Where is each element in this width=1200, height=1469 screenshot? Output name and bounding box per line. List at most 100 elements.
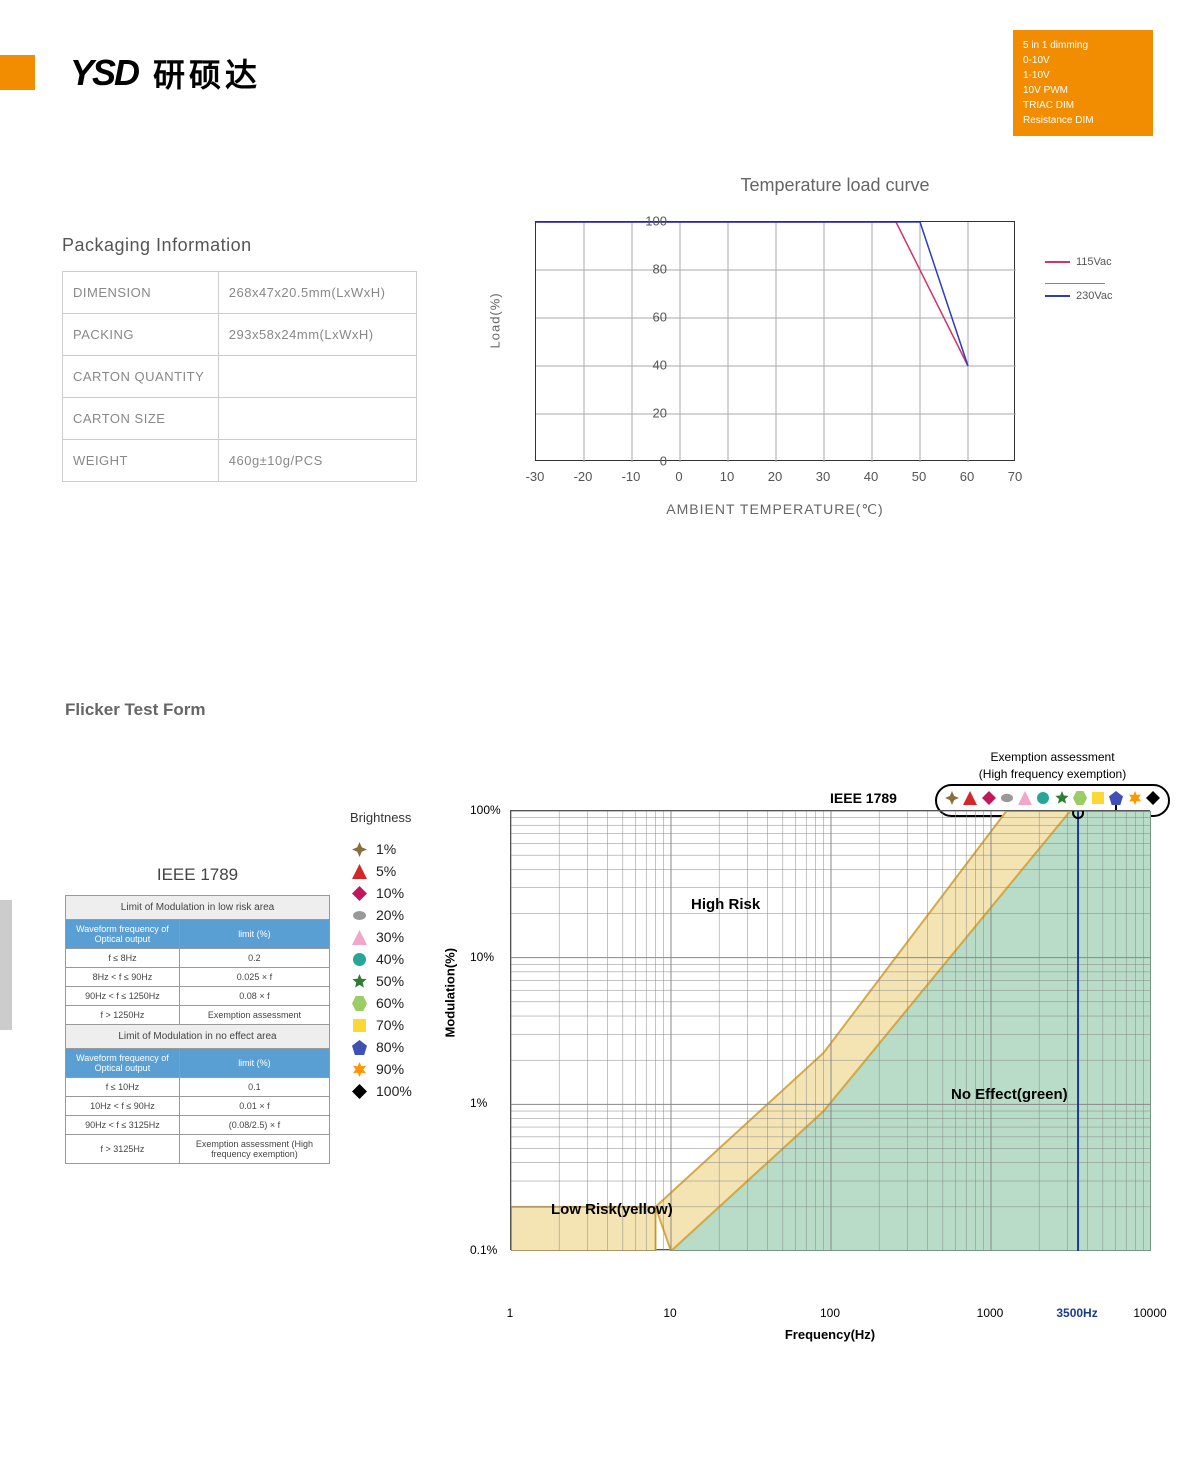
packaging-section: Packaging Information DIMENSION268x47x20… (62, 235, 417, 482)
flicker-xtick: 1 (507, 1306, 514, 1320)
brightness-marker-icon (350, 972, 368, 990)
brightness-title: Brightness (350, 810, 445, 825)
brightness-marker-icon (350, 862, 368, 880)
temp-grid (535, 221, 1015, 461)
ieee-table-section: IEEE 1789 Limit of Modulation in low ris… (65, 865, 330, 1164)
exemption-marker-icon (1128, 791, 1142, 810)
ieee-cell: 0.08 × f (179, 987, 329, 1006)
exemption-marker-icon (1055, 791, 1069, 810)
pkg-label: WEIGHT (63, 440, 219, 482)
flicker-ytick: 100% (470, 803, 501, 817)
brightness-item: 30% (350, 928, 445, 946)
pkg-value: 460g±10g/PCS (218, 440, 416, 482)
brightness-marker-icon (350, 928, 368, 946)
table-row: CARTON SIZE (63, 398, 417, 440)
brightness-pct: 5% (376, 863, 396, 879)
brightness-item: 5% (350, 862, 445, 880)
flicker-xlabel: Frequency(Hz) (510, 1327, 1150, 1342)
flicker-title: Flicker Test Form (65, 700, 205, 720)
brightness-pct: 20% (376, 907, 404, 923)
brightness-item: 1% (350, 840, 445, 858)
ieee-cell: 0.1 (179, 1078, 329, 1097)
pkg-value (218, 356, 416, 398)
flicker-ytick: 10% (470, 950, 494, 964)
ieee-cell: f ≤ 8Hz (66, 949, 180, 968)
ieee-cell: 8Hz < f ≤ 90Hz (66, 968, 180, 987)
brightness-item: 50% (350, 972, 445, 990)
temp-ytick: 40 (653, 358, 667, 373)
flicker-xtick: 10000 (1133, 1306, 1166, 1320)
temp-ytick: 100 (645, 214, 667, 229)
exemption-marker-icon (982, 791, 996, 810)
ieee-cell: f > 1250Hz (66, 1006, 180, 1025)
logo: YSD 研硕达 (70, 50, 261, 96)
ieee-cell: 0.2 (179, 949, 329, 968)
ieee-col-header: limit (%) (179, 920, 329, 949)
brightness-marker-icon (350, 950, 368, 968)
brightness-marker-icon (350, 994, 368, 1012)
flicker-chart: IEEE 1789 Exemption assessment (High fre… (460, 810, 1155, 1300)
flicker-plot: High Risk Low Risk(yellow) No Effect(gre… (510, 810, 1150, 1250)
flicker-marker-label: 3500Hz (1056, 1306, 1097, 1320)
flicker-ytick: 1% (470, 1096, 487, 1110)
pkg-value (218, 398, 416, 440)
exemption-sub: (High frequency exemption) (935, 767, 1170, 781)
brightness-item: 20% (350, 906, 445, 924)
exemption-bubble: Exemption assessment (High frequency exe… (935, 750, 1170, 817)
brightness-item: 10% (350, 884, 445, 902)
ieee-section-header: Limit of Modulation in no effect area (66, 1025, 330, 1049)
temp-xtick: 30 (816, 469, 830, 484)
no-effect-label: No Effect(green) (951, 1086, 1068, 1103)
brightness-pct: 70% (376, 1017, 404, 1033)
packaging-title: Packaging Information (62, 235, 417, 256)
feature-line: 10V PWM (1023, 83, 1143, 98)
feature-line: Resistance DIM (1023, 113, 1143, 128)
legend-item: 115Vac (1045, 256, 1113, 268)
ieee-title: IEEE 1789 (65, 865, 330, 885)
temp-xtick: 60 (960, 469, 974, 484)
dimming-features-box: 5 in 1 dimming 0-10V 1-10V 10V PWM TRIAC… (1013, 30, 1153, 136)
logo-cn: 研硕达 (153, 50, 261, 96)
feature-line: TRIAC DIM (1023, 98, 1143, 113)
ieee-cell: 90Hz < f ≤ 3125Hz (66, 1116, 180, 1135)
high-risk-label: High Risk (691, 896, 760, 913)
logo-mark: YSD (70, 52, 138, 94)
temp-xlabel: AMBIENT TEMPERATURE(℃) (535, 501, 1015, 518)
temp-ytick: 20 (653, 406, 667, 421)
exemption-marker-icon (1018, 791, 1032, 810)
ieee-col-header: limit (%) (179, 1049, 329, 1078)
accent-bar (0, 55, 35, 90)
brightness-marker-icon (350, 1082, 368, 1100)
temp-xtick: 70 (1008, 469, 1022, 484)
temp-xtick: 40 (864, 469, 878, 484)
exemption-marker-icon (1000, 791, 1014, 810)
flicker-ylabel: Modulation(%) (443, 948, 458, 1038)
pkg-label: CARTON SIZE (63, 398, 219, 440)
exemption-title: Exemption assessment (935, 750, 1170, 764)
brightness-item: 80% (350, 1038, 445, 1056)
temp-ytick: 0 (660, 454, 667, 469)
ieee-cell: 0.01 × f (179, 1097, 329, 1116)
exemption-marker-icon (1146, 791, 1160, 810)
pkg-label: PACKING (63, 314, 219, 356)
temp-xtick: -10 (622, 469, 641, 484)
exemption-marker-icon (1091, 791, 1105, 810)
page-edge-tab (0, 900, 12, 1030)
pkg-label: CARTON QUANTITY (63, 356, 219, 398)
ieee-cell: 90Hz < f ≤ 1250Hz (66, 987, 180, 1006)
brightness-pct: 90% (376, 1061, 404, 1077)
table-row: CARTON QUANTITY (63, 356, 417, 398)
exemption-marker-icon (1036, 791, 1050, 810)
flicker-xtick: 10 (663, 1306, 676, 1320)
ieee-col-header: Waveform frequency of Optical output (66, 1049, 180, 1078)
brightness-pct: 80% (376, 1039, 404, 1055)
flicker-xtick: 1000 (977, 1306, 1004, 1320)
brightness-pct: 60% (376, 995, 404, 1011)
temp-ytick: 80 (653, 262, 667, 277)
packaging-table: DIMENSION268x47x20.5mm(LxWxH) PACKING293… (62, 271, 417, 482)
temp-xtick: 10 (720, 469, 734, 484)
temp-chart-title: Temperature load curve (515, 175, 1155, 196)
brightness-marker-icon (350, 906, 368, 924)
brightness-pct: 40% (376, 951, 404, 967)
ieee-cell: 10Hz < f ≤ 90Hz (66, 1097, 180, 1116)
